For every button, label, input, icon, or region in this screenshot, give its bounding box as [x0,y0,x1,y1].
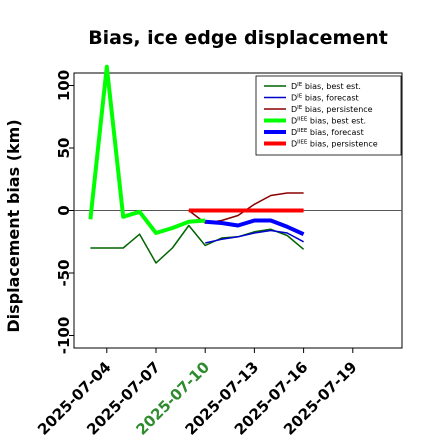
legend-entry: DIIEE bias, forecast [291,128,364,137]
legend-entry-superscript: IE [297,94,303,100]
series-lines [88,64,305,264]
legend-entry-suffix: bias, best est. [307,117,366,126]
y-tick-label: 100 [55,70,73,101]
legend-entry-suffix: bias, forecast [307,128,363,137]
y-tick-label: 50 [55,138,73,159]
x-axis-ticks: 2025-07-042025-07-072025-07-102025-07-13… [34,348,361,439]
legend-entry-base: D [291,94,297,103]
legend-entry: DIE bias, forecast [291,94,359,103]
legend-entry-superscript: IIEE [297,117,308,123]
legend-entry-suffix: bias, persistence [302,105,372,114]
legend-entry-superscript: IIEE [297,140,308,146]
legend-entry-base: D [291,128,297,137]
y-tick-label: -50 [55,259,73,286]
legend-entry-suffix: bias, best est. [302,82,361,91]
legend-entry: DIIEE bias, persistence [291,140,378,149]
y-tick-label: 0 [55,205,73,215]
legend-entry: DIE bias, best est. [291,82,361,91]
legend-entry-base: D [291,117,297,126]
legend: DIE bias, best est.DIE bias, forecastDIE… [255,75,402,156]
y-axis-ticks: -100 -50 0 50 100 [55,70,74,354]
series-line-3 [188,192,304,224]
legend-entry: DIIEE bias, best est. [291,117,366,126]
series-line-2 [205,229,304,244]
legend-entry-superscript: IE [297,82,303,88]
legend-entry: DIE bias, persistence [291,105,373,114]
legend-entry-suffix: bias, forecast [302,94,358,103]
series-line-1 [90,224,305,264]
legend-entry-base: D [291,82,297,91]
y-axis-label: Displacement bias (km) [4,119,23,332]
legend-entry-base: D [291,140,297,149]
legend-entry-superscript: IIEE [297,128,308,134]
y-tick-label: -100 [55,317,73,355]
legend-entry-suffix: bias, persistence [307,140,377,149]
series-line-5 [205,218,305,237]
legend-entry-base: D [291,105,297,114]
legend-entry-superscript: IE [297,105,303,111]
chart-title: Bias, ice edge displacement [88,27,388,49]
series-line-4 [88,64,206,235]
